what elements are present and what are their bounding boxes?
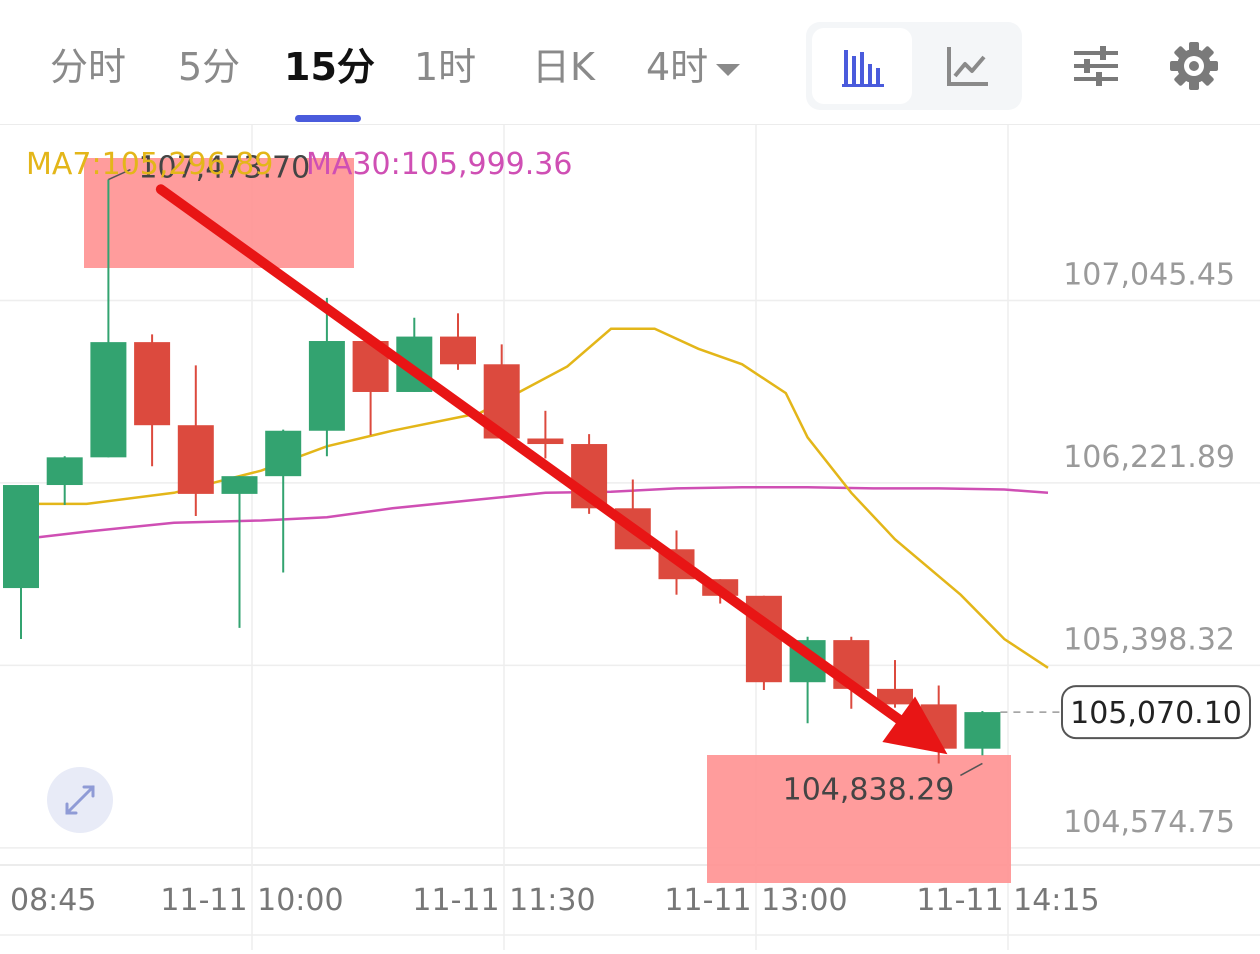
candle-body-up: [308, 341, 345, 431]
candlestick: [440, 313, 476, 370]
tab-1hour[interactable]: 1时: [414, 45, 477, 89]
y-axis-tick-label: 105,398.32: [1063, 622, 1235, 657]
x-axis-tick-label: 08:45: [10, 883, 96, 918]
candlestick: [221, 476, 258, 628]
candle-body-down: [527, 438, 564, 445]
low-price-highlight: [707, 755, 1011, 883]
ma7-indicator-label: MA7:105,296.89: [26, 147, 273, 182]
candle-body-down: [877, 688, 913, 705]
y-axis-tick-label: 106,221.89: [1063, 440, 1235, 475]
tab-15min[interactable]: 15分: [284, 45, 375, 89]
candlestick: [265, 429, 302, 573]
trend-arrow-head: [882, 696, 948, 755]
tab-5min[interactable]: 5分: [178, 45, 241, 89]
chart-type-switcher: [806, 22, 1022, 110]
candle-body-up: [964, 712, 1001, 749]
current-price-tag: [1061, 685, 1251, 740]
expand-button[interactable]: [47, 767, 113, 833]
current-price-label: 105,070.10: [1070, 696, 1242, 731]
candle-body-up: [90, 342, 127, 458]
candle-body-up: [265, 430, 302, 477]
candle-body-up: [221, 476, 258, 494]
candlestick: [3, 485, 39, 640]
x-axis-tick-label: 11-11 10:00: [160, 883, 343, 918]
x-axis-tick-label: 11-11 13:00: [664, 883, 847, 918]
candle-body-down: [177, 425, 214, 494]
expand-icon: [65, 785, 95, 815]
trend-arrow: [155, 184, 948, 755]
tab-timeshare[interactable]: 分时: [50, 45, 127, 89]
candlestick: [527, 410, 564, 459]
indicator-settings-icon: [1074, 46, 1118, 86]
ma30-line: [20, 485, 1049, 541]
candlestick: [177, 365, 214, 517]
settings-button[interactable]: [1168, 40, 1220, 92]
indicator-settings-button[interactable]: [1070, 40, 1122, 92]
low-price-label: 104,838.29: [783, 772, 955, 807]
candlestick-chart-icon: [842, 50, 884, 87]
toolbar-divider: [0, 124, 1260, 125]
high-price-label: 107,473.70: [138, 151, 310, 186]
chart-toolbar: 分时 5分 15分 1时 日K 4时: [0, 0, 1260, 124]
tab-4hour-dropdown[interactable]: 4时: [646, 40, 741, 94]
candle-body-up: [3, 485, 39, 589]
high-leader-line: [108, 168, 131, 181]
ma7-line: [21, 327, 1049, 669]
candlestick: [46, 456, 83, 505]
y-axis-tick-label: 107,045.45: [1063, 257, 1235, 292]
candlestick: [308, 297, 345, 457]
tab-4hour-label: 4时: [646, 45, 709, 89]
x-axis-tick-label: 11-11 11:30: [412, 883, 595, 918]
settings-gear-icon: [1170, 42, 1218, 90]
line-chart-icon: [947, 47, 988, 86]
candle-body-down: [440, 336, 476, 365]
candlestick: [134, 334, 171, 467]
candlestick: [964, 711, 1001, 756]
trend-arrow-shaft: [155, 184, 904, 725]
low-leader-line: [960, 762, 983, 777]
candlestick: [877, 660, 913, 708]
candlestick-mode-button[interactable]: [812, 28, 912, 104]
candlestick: [90, 179, 127, 458]
chevron-down-icon: [716, 63, 741, 76]
line-mode-button[interactable]: [916, 28, 1016, 104]
tab-daily-k[interactable]: 日K: [532, 45, 595, 89]
high-price-highlight: [84, 158, 354, 268]
y-axis-tick-label: 104,574.75: [1063, 805, 1235, 840]
ma30-indicator-label: MA30:105,999.36: [306, 147, 572, 182]
x-axis-tick-label: 11-11 14:15: [916, 883, 1099, 918]
kline-chart: 107,473.70 104,838.29 105,070.10 107,045.4…: [0, 125, 1260, 950]
candle-body-up: [46, 457, 83, 486]
active-tab-indicator: [295, 115, 361, 122]
candle-body-down: [134, 342, 171, 426]
kline-chart-area[interactable]: 107,473.70 104,838.29 105,070.10 107,045.4…: [0, 125, 1260, 950]
